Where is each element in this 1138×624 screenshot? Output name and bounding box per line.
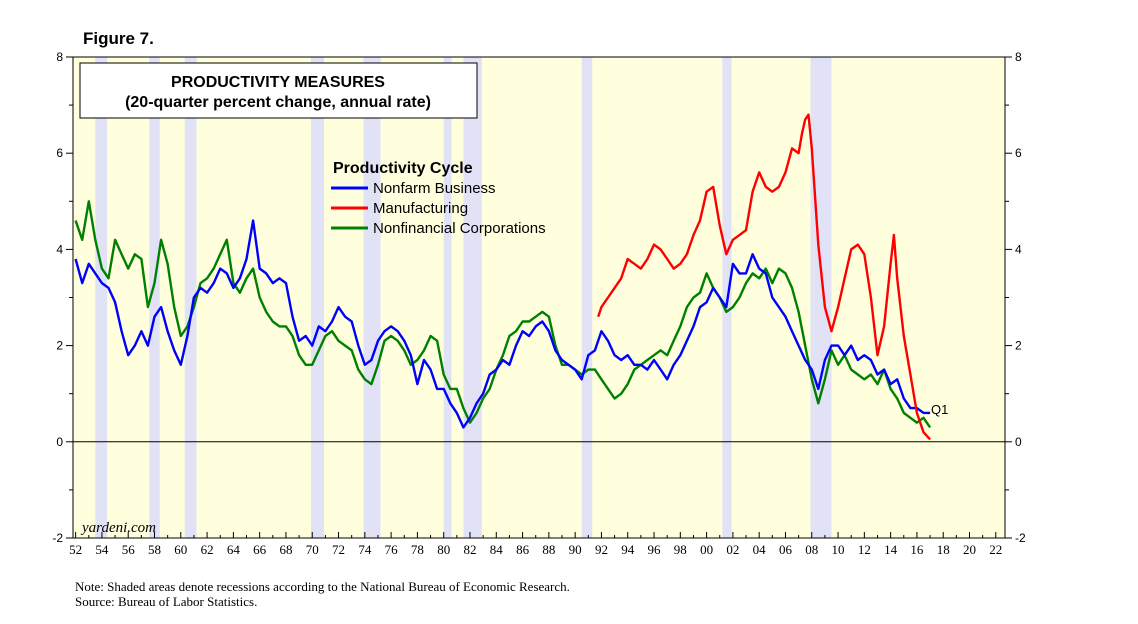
source-text: Source: Bureau of Labor Statistics.	[75, 594, 258, 609]
title-box: PRODUCTIVITY MEASURES (20-quarter percen…	[79, 62, 478, 119]
y-tick-label-left-3: 4	[56, 242, 63, 256]
x-tick-label-16: 84	[490, 542, 504, 557]
x-tick-label-4: 60	[174, 542, 187, 557]
x-tick-label-10: 72	[332, 542, 345, 557]
series-line-nonfarm-business	[74, 219, 931, 429]
recession-band-2	[184, 57, 197, 538]
x-tick-label-18: 88	[542, 542, 555, 557]
recession-band-7	[581, 57, 593, 538]
chart-subtitle: (20-quarter percent change, annual rate)	[125, 94, 431, 111]
legend-label-nonfarm: Nonfarm Business	[373, 180, 496, 197]
plot-background	[73, 57, 1005, 538]
recession-band-3	[310, 57, 325, 538]
x-tick-label-23: 98	[674, 542, 687, 557]
series-line-nonfinancial-corporations	[74, 200, 932, 429]
y-tick-label-right-1: 0	[1015, 435, 1022, 449]
x-tick-label-2: 56	[122, 542, 136, 557]
series-lines	[74, 113, 932, 441]
x-tick-label-19: 90	[569, 542, 582, 557]
axis-ticks: -2 -20 02 24 46 68 852 54 56 58 60 62 64 66 68 70 72 74 76…	[52, 50, 1026, 557]
x-tick-label-27: 06	[779, 542, 793, 557]
recession-band-6	[463, 57, 482, 538]
figure-label: Figure 7.	[83, 29, 154, 48]
x-tick-label-7: 66	[253, 542, 267, 557]
legend-title: Productivity Cycle	[333, 160, 473, 177]
recession-band-5	[443, 57, 452, 538]
series-line-manufacturing	[597, 113, 931, 441]
x-tick-label-17: 86	[516, 542, 530, 557]
x-tick-label-35: 22	[989, 542, 1002, 557]
plot-frame	[72, 56, 1006, 539]
y-tick-label-left-0: -2	[52, 531, 63, 545]
y-tick-label-right-0: -2	[1015, 531, 1026, 545]
x-tick-label-28: 08	[805, 542, 818, 557]
x-tick-label-8: 68	[279, 542, 292, 557]
x-tick-label-20: 92	[595, 542, 608, 557]
end-label-q1: Q1	[931, 402, 948, 417]
chart-title: PRODUCTIVITY MEASURES	[171, 74, 385, 91]
y-tick-label-right-4: 6	[1015, 146, 1022, 160]
x-tick-label-32: 16	[910, 542, 924, 557]
y-tick-label-left-1: 0	[56, 435, 63, 449]
x-tick-label-24: 00	[700, 542, 713, 557]
y-tick-label-left-4: 6	[56, 146, 63, 160]
x-tick-label-14: 80	[437, 542, 450, 557]
legend-label-nonfinancial: Nonfinancial Corporations	[373, 220, 546, 237]
y-tick-label-left-5: 8	[56, 50, 63, 64]
x-tick-label-26: 04	[753, 542, 767, 557]
x-tick-label-21: 94	[621, 542, 635, 557]
legend: Productivity Cycle Nonfarm Business Manu…	[331, 160, 546, 237]
x-tick-label-30: 12	[858, 542, 871, 557]
x-tick-label-31: 14	[884, 542, 898, 557]
x-tick-label-0: 52	[69, 542, 82, 557]
x-tick-label-22: 96	[648, 542, 662, 557]
y-tick-label-right-5: 8	[1015, 50, 1022, 64]
x-tick-label-12: 76	[385, 542, 399, 557]
x-tick-label-13: 78	[411, 542, 424, 557]
y-tick-label-right-2: 2	[1015, 339, 1022, 353]
recession-band-4	[363, 57, 381, 538]
x-tick-label-5: 62	[201, 542, 214, 557]
legend-label-manufacturing: Manufacturing	[373, 200, 468, 217]
x-tick-label-1: 54	[95, 542, 109, 557]
x-tick-label-33: 18	[937, 542, 950, 557]
x-tick-label-29: 10	[832, 542, 845, 557]
recession-band-1	[149, 57, 160, 538]
y-tick-label-right-3: 4	[1015, 242, 1022, 256]
x-tick-label-25: 02	[726, 542, 739, 557]
x-tick-label-34: 20	[963, 542, 976, 557]
x-tick-label-9: 70	[306, 542, 319, 557]
x-tick-label-3: 58	[148, 542, 161, 557]
y-tick-label-left-2: 2	[56, 339, 63, 353]
watermark: yardeni.com	[80, 520, 156, 536]
x-tick-label-15: 82	[463, 542, 476, 557]
recession-band-9	[810, 57, 832, 538]
x-tick-label-6: 64	[227, 542, 241, 557]
note-text: Note: Shaded areas denote recessions acc…	[75, 579, 570, 594]
x-tick-label-11: 74	[358, 542, 372, 557]
footnotes: Note: Shaded areas denote recessions acc…	[75, 579, 570, 609]
recession-band-0	[95, 57, 108, 538]
title-box-frame	[79, 62, 478, 119]
